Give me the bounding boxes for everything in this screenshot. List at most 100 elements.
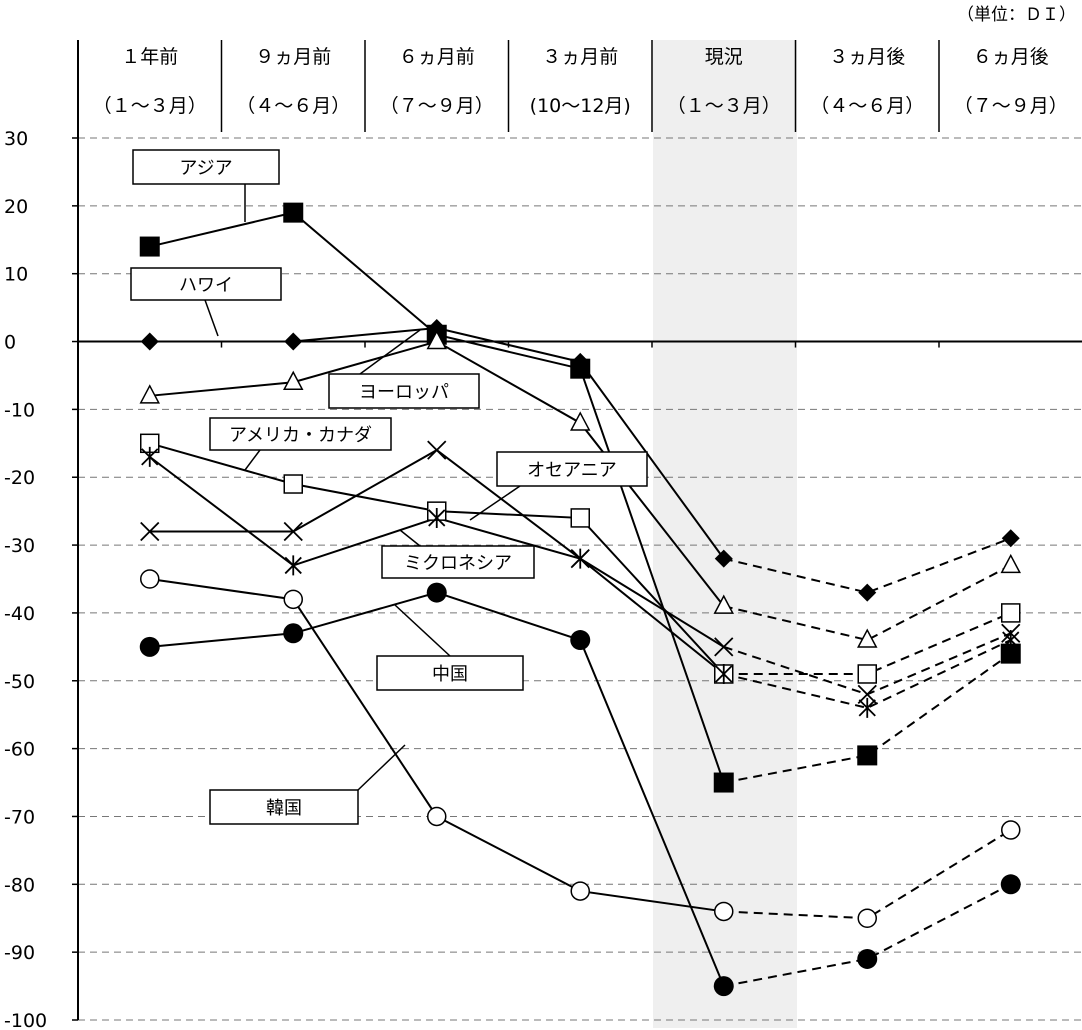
marker-open-circle xyxy=(283,589,303,610)
marker-open-square xyxy=(857,664,877,684)
marker-filled-square xyxy=(1000,643,1021,664)
marker-asterisk xyxy=(1002,630,1020,651)
y-tick-label: -30 xyxy=(4,535,35,557)
category-months-label: （１～３月） xyxy=(667,95,781,117)
category-months-label: （４～６月） xyxy=(236,95,350,117)
marker-open-square xyxy=(1001,603,1021,623)
marker-open-triangle xyxy=(713,594,734,614)
marker-open-triangle xyxy=(426,329,447,350)
category-period-label: 現況 xyxy=(705,46,743,68)
marker-open-circle xyxy=(140,569,160,589)
y-tick-label: 0 xyxy=(4,332,16,354)
marker-open-circle xyxy=(714,901,734,922)
marker-open-triangle xyxy=(139,384,160,404)
marker-filled-circle xyxy=(139,636,160,657)
series-label-box xyxy=(376,655,524,691)
marker-filled-diamond xyxy=(858,583,877,602)
label-leader-line xyxy=(244,449,261,471)
y-tick-label: -70 xyxy=(4,806,35,828)
category-period-label: ９ヵ月前 xyxy=(255,46,331,68)
category-period-label: ６ヵ月前 xyxy=(399,46,475,68)
marker-filled-square xyxy=(283,202,304,223)
label-leader-line xyxy=(469,485,521,521)
category-period-label: １年前 xyxy=(121,46,178,68)
marker-cross xyxy=(857,684,877,704)
label-leader-line xyxy=(399,529,421,547)
marker-filled-diamond xyxy=(571,352,590,371)
marker-filled-diamond xyxy=(140,332,159,351)
marker-open-circle xyxy=(1001,820,1021,840)
marker-filled-diamond xyxy=(1001,529,1020,548)
label-leader-line xyxy=(357,744,406,791)
label-leader-line xyxy=(204,299,219,337)
series-line-actual xyxy=(149,578,724,913)
marker-open-circle xyxy=(570,881,590,901)
y-tick-label: -10 xyxy=(4,399,35,421)
category-months-label: （１～３月） xyxy=(93,95,207,117)
series-label-box xyxy=(328,373,480,409)
series-label-box xyxy=(381,545,535,579)
y-tick-label: -20 xyxy=(4,467,35,489)
series-label: アジア xyxy=(179,158,232,179)
marker-filled-circle xyxy=(1000,874,1021,895)
series-label: ヨーロッパ xyxy=(359,382,449,403)
marker-cross xyxy=(714,637,734,657)
series-line-forecast xyxy=(723,537,1012,594)
series-label: オセアニア xyxy=(527,460,617,481)
y-axis-ticks: 30 20 10 0 -10 -20 -30 -40 -50 -60 -70 -80 -90 -100 xyxy=(4,128,78,1030)
series-label-box xyxy=(132,149,280,185)
y-tick-label: 20 xyxy=(4,196,28,218)
marker-open-triangle xyxy=(283,370,304,390)
label-leader-line xyxy=(359,329,421,375)
y-tick-label: 10 xyxy=(4,264,28,286)
marker-asterisk xyxy=(141,446,159,467)
y-tick-label: -80 xyxy=(4,874,35,896)
marker-asterisk xyxy=(715,663,733,684)
marker-open-triangle xyxy=(857,628,878,648)
current-period-highlight xyxy=(653,40,797,1028)
y-tick-label: 30 xyxy=(4,128,28,150)
series-line-forecast xyxy=(723,652,1012,784)
category-months-label: (10～12月) xyxy=(530,95,631,117)
marker-asterisk xyxy=(284,555,302,576)
category-header: １年前 （１～３月） ９ヵ月前 （４～６月） ６ヵ月前 （７～９月） ３ヵ月前 (10～12月… xyxy=(93,46,1068,117)
series-line-forecast xyxy=(723,564,1012,642)
marker-asterisk xyxy=(571,548,589,569)
unit-note: （単位：ＤＩ） xyxy=(957,5,1076,25)
marker-filled-diamond xyxy=(714,549,733,568)
series-label: 中国 xyxy=(432,664,468,685)
marker-filled-diamond xyxy=(284,332,303,351)
marker-open-triangle xyxy=(570,411,591,431)
series-lines xyxy=(149,211,1012,988)
label-leader-line xyxy=(394,604,451,657)
marker-asterisk xyxy=(858,697,876,718)
y-tick-label: -60 xyxy=(4,739,35,761)
marker-filled-square xyxy=(139,236,160,257)
series-line-forecast xyxy=(723,639,1012,709)
series-label-box xyxy=(209,789,359,825)
category-months-label: （４～６月） xyxy=(810,95,924,117)
series-label: ハワイ xyxy=(179,275,233,296)
marker-open-triangle xyxy=(1000,553,1021,574)
marker-filled-square xyxy=(857,745,878,766)
y-tick-label: -90 xyxy=(4,942,35,964)
y-tick-label: -100 xyxy=(4,1010,47,1030)
category-period-label: ６ヵ月後 xyxy=(973,46,1049,68)
marker-open-square xyxy=(283,474,303,494)
series-label-box xyxy=(130,267,282,301)
marker-cross xyxy=(427,440,447,460)
marker-filled-diamond xyxy=(427,318,446,337)
category-months-label: （７～９月） xyxy=(380,95,494,117)
marker-filled-square xyxy=(713,772,734,793)
marker-open-circle xyxy=(427,806,447,827)
marker-filled-circle xyxy=(283,623,304,644)
marker-filled-circle xyxy=(857,948,878,969)
y-tick-label: -50 xyxy=(4,671,35,693)
series-line-forecast xyxy=(723,883,1012,988)
label-connectors xyxy=(204,184,521,791)
category-period-label: ３ヵ月前 xyxy=(542,46,618,68)
marker-asterisk xyxy=(428,507,446,528)
series-label: ミクロネシア xyxy=(404,553,512,574)
